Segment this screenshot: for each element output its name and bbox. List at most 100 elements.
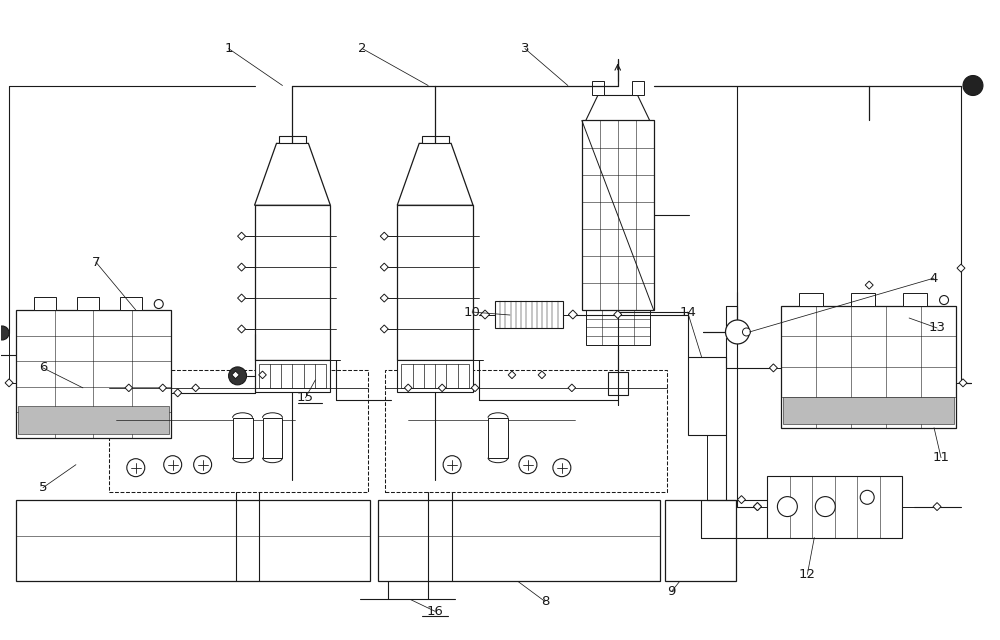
Bar	[385, 370, 667, 492]
Text: 15: 15	[297, 391, 314, 404]
Polygon shape	[568, 384, 576, 392]
Polygon shape	[125, 384, 133, 392]
Text: 16: 16	[427, 605, 444, 618]
Polygon shape	[933, 502, 941, 511]
Polygon shape	[238, 263, 246, 271]
Bar	[608, 372, 628, 395]
Polygon shape	[737, 495, 745, 504]
Bar	[233, 418, 253, 458]
Bar	[665, 500, 736, 581]
Text: 4: 4	[930, 271, 938, 285]
Circle shape	[815, 497, 835, 516]
Circle shape	[443, 456, 461, 474]
Polygon shape	[238, 294, 246, 302]
Polygon shape	[255, 143, 330, 205]
Text: 5: 5	[39, 481, 47, 494]
Bar	[378, 500, 660, 581]
Polygon shape	[957, 264, 965, 272]
Polygon shape	[586, 95, 650, 120]
Polygon shape	[614, 310, 622, 319]
Circle shape	[154, 300, 163, 308]
Text: 11: 11	[933, 451, 950, 464]
Bar	[632, 81, 644, 95]
Bar	[279, 136, 306, 143]
Circle shape	[860, 490, 874, 504]
Circle shape	[127, 459, 145, 477]
Text: 6: 6	[39, 362, 47, 374]
Polygon shape	[508, 371, 516, 379]
Text: 7: 7	[92, 255, 100, 269]
Bar	[401, 364, 469, 388]
Bar	[767, 476, 902, 538]
Text: 3: 3	[521, 42, 529, 55]
Polygon shape	[159, 384, 167, 392]
Polygon shape	[471, 384, 479, 392]
Circle shape	[777, 497, 797, 516]
Bar	[263, 418, 282, 458]
Bar	[397, 205, 473, 360]
Polygon shape	[404, 384, 412, 392]
Bar	[851, 293, 875, 306]
Polygon shape	[753, 502, 761, 511]
Polygon shape	[568, 310, 577, 319]
Bar	[488, 418, 508, 458]
Bar	[799, 293, 823, 306]
Circle shape	[229, 367, 247, 385]
Circle shape	[940, 296, 949, 305]
Polygon shape	[959, 379, 967, 387]
Polygon shape	[380, 294, 388, 302]
Text: 13: 13	[929, 321, 946, 335]
Polygon shape	[232, 371, 239, 379]
Bar	[120, 297, 142, 310]
Polygon shape	[588, 310, 648, 345]
Polygon shape	[397, 143, 473, 205]
Bar	[592, 81, 604, 95]
Polygon shape	[438, 384, 446, 392]
Circle shape	[194, 456, 212, 474]
Polygon shape	[238, 232, 246, 240]
Polygon shape	[380, 263, 388, 271]
Polygon shape	[174, 389, 182, 397]
Polygon shape	[380, 325, 388, 333]
Bar	[34, 297, 56, 310]
Text: 1: 1	[224, 42, 233, 55]
Polygon shape	[481, 310, 490, 319]
Circle shape	[0, 326, 9, 340]
Bar	[255, 205, 330, 360]
Bar	[422, 136, 449, 143]
Circle shape	[726, 320, 749, 344]
Text: 14: 14	[679, 305, 696, 319]
Bar	[16, 310, 171, 438]
Circle shape	[553, 459, 571, 477]
Text: 10: 10	[464, 305, 480, 319]
Bar	[109, 370, 368, 492]
Circle shape	[963, 76, 983, 95]
Bar	[903, 293, 927, 306]
Bar	[18, 406, 169, 434]
Bar	[397, 360, 473, 392]
Polygon shape	[769, 364, 777, 372]
Bar	[77, 297, 99, 310]
Bar	[688, 357, 726, 435]
Polygon shape	[380, 232, 388, 240]
Bar	[259, 364, 326, 388]
Bar	[783, 397, 954, 424]
Polygon shape	[5, 379, 13, 387]
Bar	[495, 301, 563, 328]
Text: 12: 12	[799, 568, 816, 581]
Bar	[582, 120, 654, 310]
Text: 2: 2	[358, 42, 367, 55]
Bar	[16, 500, 370, 581]
Circle shape	[742, 328, 750, 336]
Circle shape	[519, 456, 537, 474]
Polygon shape	[192, 384, 199, 392]
Text: 8: 8	[541, 595, 549, 608]
Bar	[781, 306, 956, 428]
Polygon shape	[238, 325, 246, 333]
Circle shape	[164, 456, 182, 474]
Text: 9: 9	[667, 585, 676, 598]
Polygon shape	[259, 371, 266, 379]
Bar	[586, 310, 650, 345]
Bar	[255, 360, 330, 392]
Polygon shape	[865, 281, 873, 289]
